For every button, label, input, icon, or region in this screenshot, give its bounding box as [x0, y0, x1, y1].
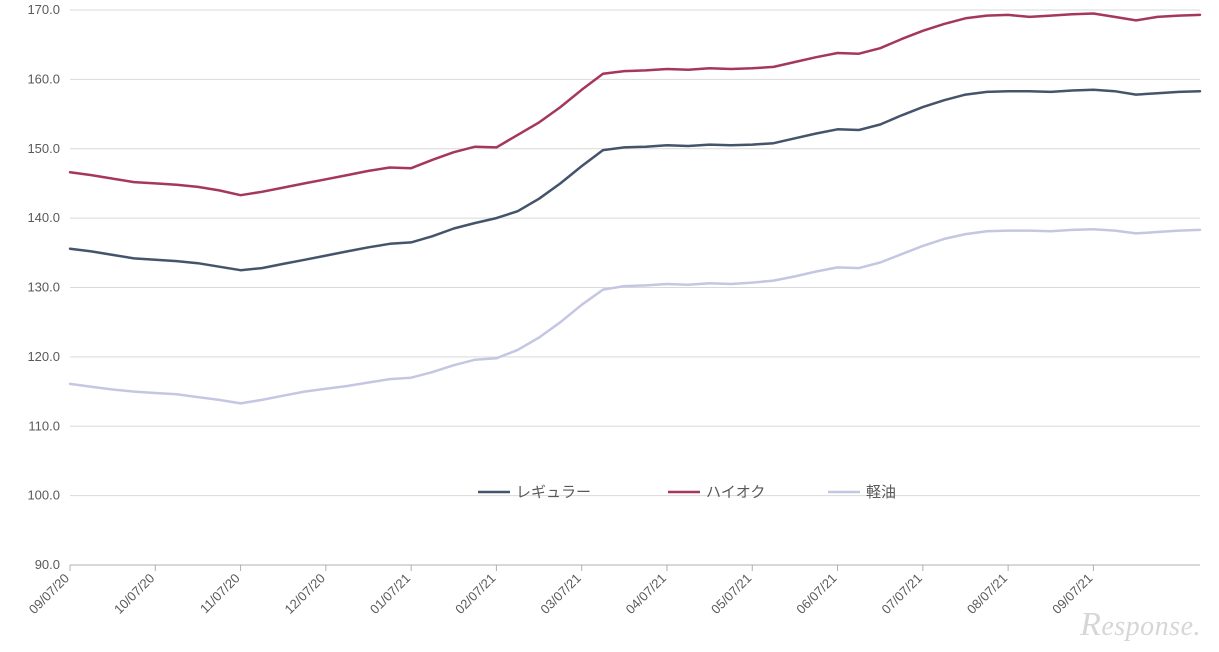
svg-text:170.0: 170.0 — [27, 2, 60, 17]
svg-text:150.0: 150.0 — [27, 141, 60, 156]
svg-text:160.0: 160.0 — [27, 71, 60, 86]
legend-label: 軽油 — [866, 484, 896, 501]
legend-label: ハイオク — [706, 484, 765, 501]
svg-text:90.0: 90.0 — [35, 557, 60, 572]
watermark: Response. — [1080, 606, 1201, 644]
fuel-price-line-chart: 90.0 100.0 110.0 120.0 130.0 140.0 150.0 160.0 1… — [0, 0, 1219, 652]
svg-text:100.0: 100.0 — [27, 488, 60, 503]
legend-label: レギュラー — [516, 484, 591, 501]
svg-text:120.0: 120.0 — [27, 349, 60, 364]
svg-text:140.0: 140.0 — [27, 210, 60, 225]
watermark-text: esponse. — [1101, 611, 1201, 642]
svg-text:110.0: 110.0 — [28, 418, 60, 433]
svg-text:130.0: 130.0 — [27, 280, 60, 295]
